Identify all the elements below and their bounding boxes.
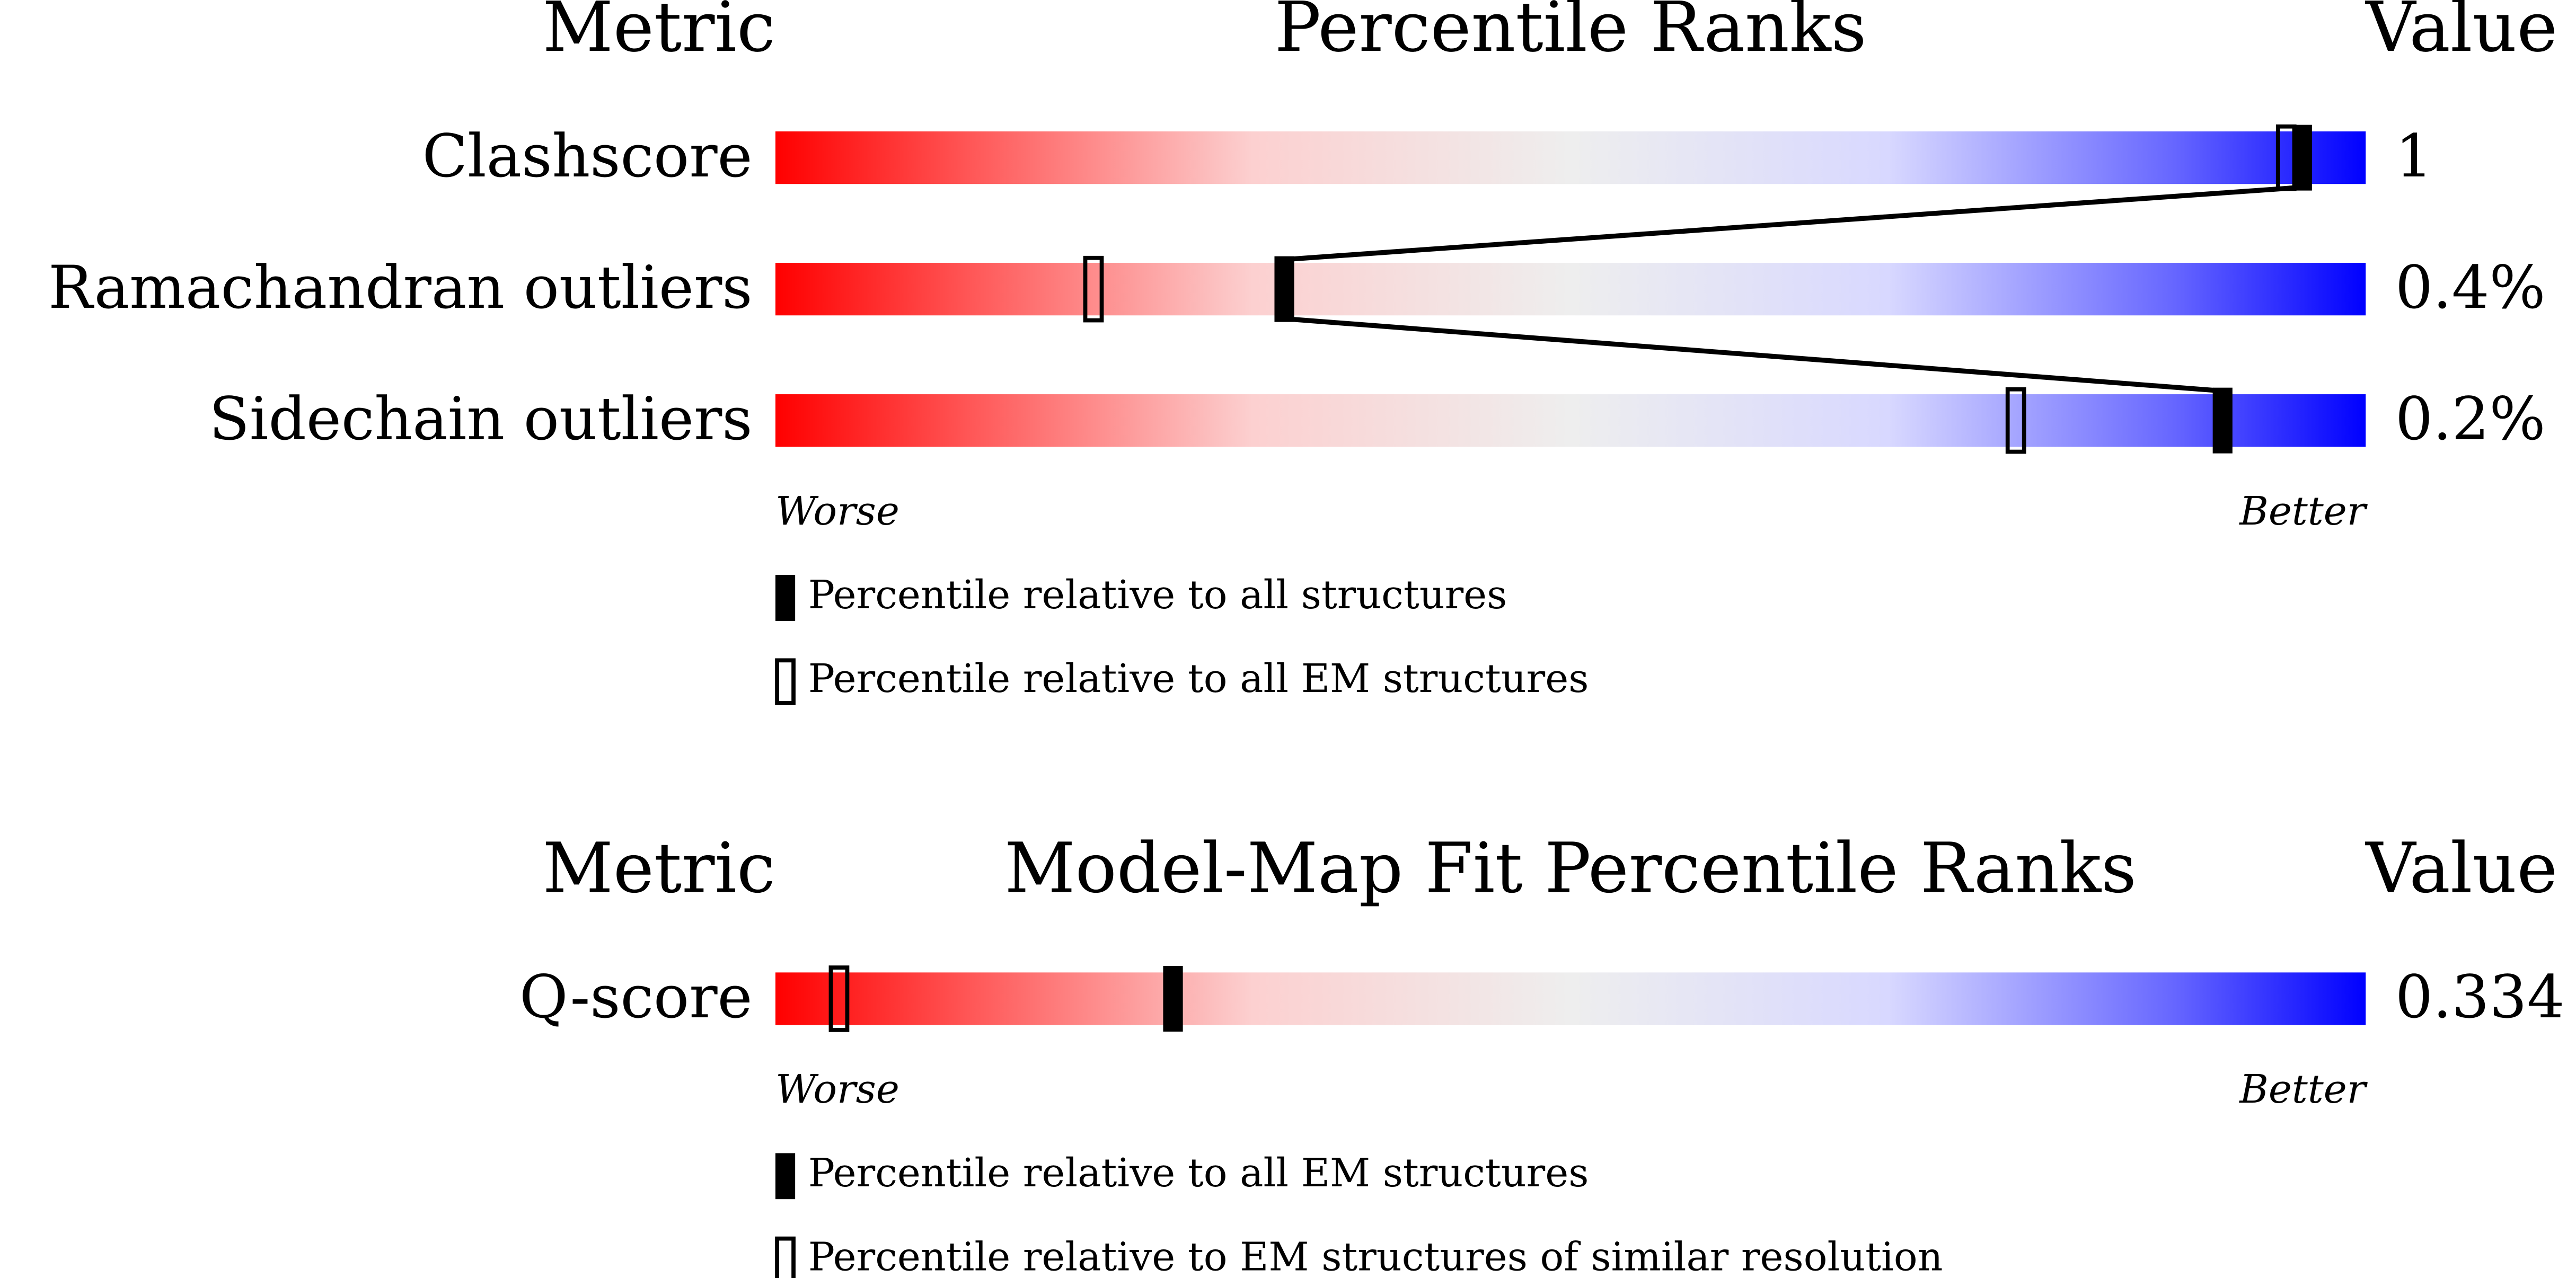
percentile-bar: [775, 394, 2366, 447]
value-header: Value: [2365, 828, 2557, 908]
value-header: Value: [2365, 0, 2557, 67]
percentile-bar: [775, 131, 2366, 184]
percentile-marker: [2005, 387, 2026, 454]
legend-swatch: [775, 658, 796, 705]
worse-label: Worse: [775, 488, 899, 534]
metric-header: Metric: [543, 0, 775, 67]
better-label: Better: [2238, 1066, 2368, 1112]
metric-value: 1: [2395, 122, 2433, 191]
metric-label: Q-score: [519, 963, 753, 1032]
connector-line: [1284, 184, 2302, 262]
percentile-marker: [828, 965, 850, 1032]
legend-swatch: [775, 1236, 796, 1278]
metric-label: Clashscore: [422, 122, 753, 191]
percentile-marker: [2292, 125, 2312, 191]
percentile-marker: [2212, 387, 2233, 454]
percentile-marker: [1083, 255, 1104, 323]
metric-value: 0.2%: [2395, 385, 2545, 454]
percentile-bar: [775, 263, 2366, 316]
percentile-marker: [1274, 256, 1294, 322]
worse-label: Worse: [775, 1066, 899, 1112]
metric-value: 0.4%: [2395, 253, 2545, 322]
metric-header: Metric: [543, 828, 775, 908]
legend-label: Percentile relative to all EM structures: [808, 1150, 1589, 1196]
legend-label: Percentile relative to EM structures of …: [808, 1233, 1943, 1278]
metric-value: 0.334: [2395, 963, 2564, 1032]
legend-label: Percentile relative to all structures: [808, 572, 1507, 618]
metric-label: Ramachandran outliers: [48, 253, 752, 322]
percentile-bar: [775, 972, 2366, 1025]
connector-line: [1284, 316, 2223, 394]
panel-title: Percentile Ranks: [1275, 0, 1867, 67]
legend-label: Percentile relative to all EM structures: [808, 655, 1589, 702]
panel-title: Model-Map Fit Percentile Ranks: [1004, 828, 2137, 908]
legend-swatch: [775, 575, 796, 621]
percentile-marker: [1163, 965, 1183, 1032]
legend-swatch: [775, 1153, 796, 1200]
metric-label: Sidechain outliers: [209, 385, 752, 454]
better-label: Better: [2238, 488, 2368, 534]
